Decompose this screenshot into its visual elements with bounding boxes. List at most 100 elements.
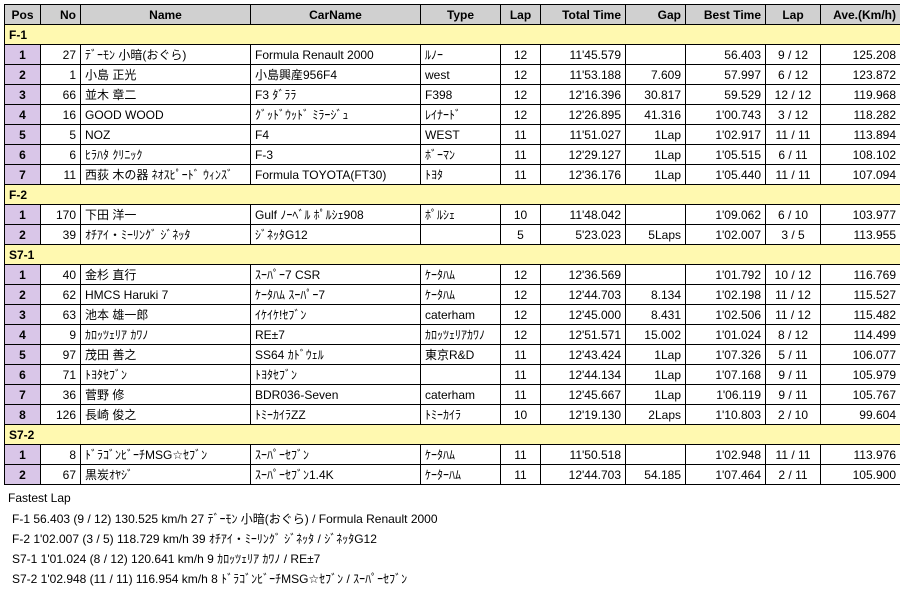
no-cell: 126 — [41, 405, 81, 425]
table-row: 239ｵﾁｱｲ・ﾐｰﾘﾝｸﾞ ｼﾞﾈｯﾀｼﾞﾈｯﾀG1255'23.0235La… — [5, 225, 900, 245]
bestlap-cell: 9 / 12 — [766, 45, 821, 65]
gap-cell — [626, 265, 686, 285]
gap-cell: 2Laps — [626, 405, 686, 425]
name-cell: HMCS Haruki 7 — [81, 285, 251, 305]
best-cell: 1'10.803 — [686, 405, 766, 425]
col-header: Name — [81, 5, 251, 25]
ave-cell: 115.527 — [821, 285, 900, 305]
total-cell: 12'36.176 — [541, 165, 626, 185]
type-cell: caterham — [421, 385, 501, 405]
best-cell: 59.529 — [686, 85, 766, 105]
lap-cell: 11 — [501, 165, 541, 185]
carname-cell: ｽｰﾊﾟｰｾﾌﾞﾝ1.4K — [251, 465, 421, 485]
ave-cell: 108.102 — [821, 145, 900, 165]
carname-cell: F4 — [251, 125, 421, 145]
no-cell: 6 — [41, 145, 81, 165]
name-cell: 菅野 修 — [81, 385, 251, 405]
name-cell: GOOD WOOD — [81, 105, 251, 125]
pos-cell: 1 — [5, 265, 41, 285]
lap-cell: 12 — [501, 305, 541, 325]
type-cell: west — [421, 65, 501, 85]
lap-cell: 11 — [501, 145, 541, 165]
table-row: 21小島 正光小島興産956F4west1211'53.1887.60957.9… — [5, 65, 900, 85]
name-cell: 茂田 善之 — [81, 345, 251, 365]
col-header: Lap — [766, 5, 821, 25]
lap-cell: 11 — [501, 445, 541, 465]
total-cell: 12'44.134 — [541, 365, 626, 385]
pos-cell: 1 — [5, 445, 41, 465]
best-cell: 1'02.198 — [686, 285, 766, 305]
col-header: Pos — [5, 5, 41, 25]
class-label: F-2 — [5, 185, 900, 205]
no-cell: 9 — [41, 325, 81, 345]
gap-cell: 7.609 — [626, 65, 686, 85]
carname-cell: Formula TOYOTA(FT30) — [251, 165, 421, 185]
total-cell: 11'53.188 — [541, 65, 626, 85]
total-cell: 5'23.023 — [541, 225, 626, 245]
pos-cell: 2 — [5, 285, 41, 305]
bestlap-cell: 11 / 11 — [766, 125, 821, 145]
pos-cell: 8 — [5, 405, 41, 425]
carname-cell: F-3 — [251, 145, 421, 165]
type-cell — [421, 225, 501, 245]
no-cell: 62 — [41, 285, 81, 305]
best-cell: 1'05.440 — [686, 165, 766, 185]
type-cell: ﾎﾞｰﾏﾝ — [421, 145, 501, 165]
class-label: S7-2 — [5, 425, 900, 445]
no-cell: 63 — [41, 305, 81, 325]
table-row: 366並木 章二F3 ﾀﾞﾗﾗF3981212'16.39630.81759.5… — [5, 85, 900, 105]
bestlap-cell: 6 / 12 — [766, 65, 821, 85]
total-cell: 12'26.895 — [541, 105, 626, 125]
best-cell: 1'06.119 — [686, 385, 766, 405]
fastest-lap-line: F-1 56.403 (9 / 12) 130.525 km/h 27 ﾃﾞｰﾓ… — [8, 509, 892, 529]
type-cell: ｹｰﾀｰﾊﾑ — [421, 465, 501, 485]
type-cell: ｹｰﾀﾊﾑ — [421, 265, 501, 285]
carname-cell: ｲｹｲｹ!ｾﾌﾞﾝ — [251, 305, 421, 325]
gap-cell: 1Lap — [626, 345, 686, 365]
total-cell: 12'45.000 — [541, 305, 626, 325]
lap-cell: 11 — [501, 365, 541, 385]
gap-cell — [626, 45, 686, 65]
carname-cell: ﾄﾐｰｶｲﾗZZ — [251, 405, 421, 425]
gap-cell: 41.316 — [626, 105, 686, 125]
no-cell: 36 — [41, 385, 81, 405]
name-cell: ｵﾁｱｲ・ﾐｰﾘﾝｸﾞ ｼﾞﾈｯﾀ — [81, 225, 251, 245]
class-row: F-1 — [5, 25, 900, 45]
bestlap-cell: 11 / 12 — [766, 305, 821, 325]
bestlap-cell: 11 / 12 — [766, 285, 821, 305]
carname-cell: RE±7 — [251, 325, 421, 345]
ave-cell: 105.767 — [821, 385, 900, 405]
lap-cell: 11 — [501, 125, 541, 145]
fastest-lap-title: Fastest Lap — [4, 488, 896, 508]
col-header: CarName — [251, 5, 421, 25]
best-cell: 1'00.743 — [686, 105, 766, 125]
lap-cell: 12 — [501, 65, 541, 85]
bestlap-cell: 5 / 11 — [766, 345, 821, 365]
no-cell: 66 — [41, 85, 81, 105]
pos-cell: 2 — [5, 225, 41, 245]
best-cell: 57.997 — [686, 65, 766, 85]
pos-cell: 4 — [5, 325, 41, 345]
bestlap-cell: 2 / 10 — [766, 405, 821, 425]
best-cell: 1'07.464 — [686, 465, 766, 485]
type-cell: ﾄﾐｰｶｲﾗ — [421, 405, 501, 425]
total-cell: 11'48.042 — [541, 205, 626, 225]
pos-cell: 3 — [5, 85, 41, 105]
bestlap-cell: 6 / 11 — [766, 145, 821, 165]
type-cell: ｹｰﾀﾊﾑ — [421, 285, 501, 305]
table-row: 711西荻 木の器 ﾈｵｽﾋﾟｰﾄﾞ ｳｨﾝｽﾞFormula TOYOTA(F… — [5, 165, 900, 185]
best-cell: 56.403 — [686, 45, 766, 65]
type-cell: ｹｰﾀﾊﾑ — [421, 445, 501, 465]
table-header: PosNoNameCarNameTypeLapTotal TimeGapBest… — [5, 5, 900, 25]
pos-cell: 3 — [5, 305, 41, 325]
ave-cell: 123.872 — [821, 65, 900, 85]
gap-cell: 1Lap — [626, 385, 686, 405]
gap-cell: 1Lap — [626, 145, 686, 165]
class-row: S7-2 — [5, 425, 900, 445]
total-cell: 12'51.571 — [541, 325, 626, 345]
ave-cell: 114.499 — [821, 325, 900, 345]
carname-cell: Gulf ﾉｰﾍﾞﾙ ﾎﾟﾙｼｪ908 — [251, 205, 421, 225]
class-label: S7-1 — [5, 245, 900, 265]
class-label: F-1 — [5, 25, 900, 45]
best-cell: 1'01.792 — [686, 265, 766, 285]
